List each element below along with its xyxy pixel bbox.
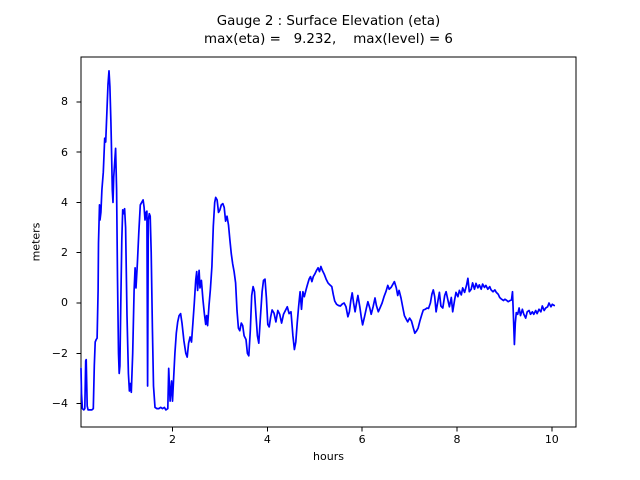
y-axis-ticks — [76, 101, 81, 405]
x-tick-label: 6 — [358, 433, 366, 446]
x-tick-label: 10 — [544, 433, 559, 446]
y-tick-label: −4 — [51, 397, 68, 411]
x-axis-label: hours — [313, 450, 344, 463]
y-tick-label: 0 — [61, 296, 68, 310]
chart-title-line1: Gauge 2 : Surface Elevation (eta) — [216, 14, 441, 29]
y-tick-label: 4 — [61, 195, 68, 209]
y-tick-label: 2 — [61, 246, 68, 260]
x-tick-label: 4 — [263, 433, 271, 446]
x-axis-ticks — [172, 427, 553, 432]
y-tick-label: 8 — [61, 95, 68, 109]
axes-frame — [80, 56, 577, 428]
x-tick-label: 8 — [453, 433, 461, 446]
chart-title-line2: max(eta) = 9.232, max(level) = 6 — [204, 32, 453, 47]
y-tick-label: −2 — [51, 346, 68, 360]
x-tick-label: 2 — [169, 433, 176, 446]
y-tick-label: 6 — [61, 145, 68, 159]
eta-series-line — [80, 69, 556, 411]
